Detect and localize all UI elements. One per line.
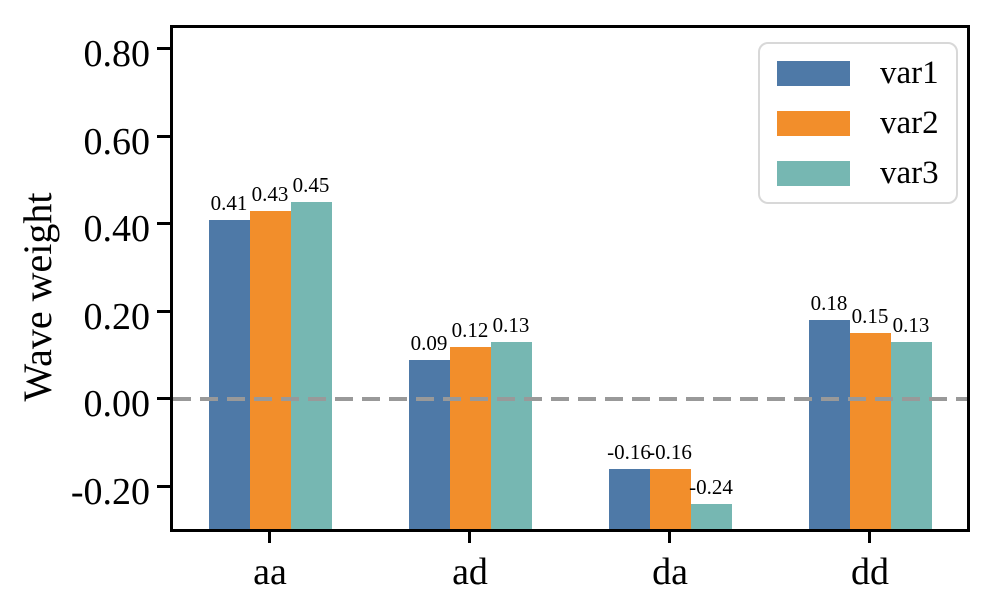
legend-row: var2 <box>760 98 956 148</box>
bar-value-label: -0.16 <box>607 440 651 464</box>
bar <box>650 469 691 529</box>
bar-value-label: 0.13 <box>892 313 930 337</box>
bar-value-label: 0.12 <box>451 318 489 342</box>
y-tick-label: -0.20 <box>70 471 150 513</box>
y-tick-mark <box>157 222 170 225</box>
legend-swatch-var1 <box>777 60 850 86</box>
bar-value-label: 0.15 <box>851 304 889 328</box>
legend-row: var1 <box>760 48 956 98</box>
legend-label: var1 <box>880 54 939 91</box>
bar-value-label: 0.41 <box>210 191 248 215</box>
bar <box>209 220 250 529</box>
x-tick-label: da <box>652 551 688 593</box>
bar-value-label: 0.13 <box>492 313 530 337</box>
x-tick-label: dd <box>851 551 889 593</box>
bar <box>491 342 532 529</box>
x-tick-mark <box>668 532 671 543</box>
legend-label: var2 <box>880 104 939 141</box>
bar <box>850 333 891 529</box>
y-tick-label: 0.20 <box>83 296 151 338</box>
bar <box>809 320 850 529</box>
bar-value-label: 0.45 <box>292 173 330 197</box>
bar-value-label: 0.18 <box>810 291 848 315</box>
zero-dashed-line <box>173 397 967 401</box>
x-tick-mark <box>868 532 871 543</box>
bar <box>609 469 650 529</box>
bar <box>409 360 450 529</box>
y-tick-mark <box>157 310 170 313</box>
y-tick-mark <box>157 135 170 138</box>
y-tick-mark <box>157 485 170 488</box>
x-tick-label: aa <box>253 551 287 593</box>
bar <box>691 504 732 529</box>
y-tick-label: 0.00 <box>83 383 151 425</box>
legend: var1 var2 var3 <box>758 42 958 204</box>
bar-value-label: -0.24 <box>689 475 733 499</box>
x-tick-mark <box>468 532 471 543</box>
y-tick-label: 0.80 <box>83 33 151 75</box>
bar <box>450 347 491 529</box>
y-tick-label: 0.40 <box>83 208 151 250</box>
bar <box>891 342 932 529</box>
x-tick-label: ad <box>452 551 488 593</box>
bar <box>291 202 332 529</box>
bar <box>250 211 291 529</box>
y-tick-mark <box>157 397 170 400</box>
legend-swatch-var2 <box>777 110 850 136</box>
bar-value-label: 0.09 <box>410 331 448 355</box>
legend-swatch-var3 <box>777 160 850 186</box>
x-tick-mark <box>268 532 271 543</box>
bar-value-label: -0.16 <box>648 440 692 464</box>
legend-row: var3 <box>760 148 956 198</box>
y-tick-label: 0.60 <box>83 121 151 163</box>
bar-value-label: 0.43 <box>251 182 289 206</box>
legend-label: var3 <box>880 154 939 191</box>
y-tick-mark <box>157 47 170 50</box>
